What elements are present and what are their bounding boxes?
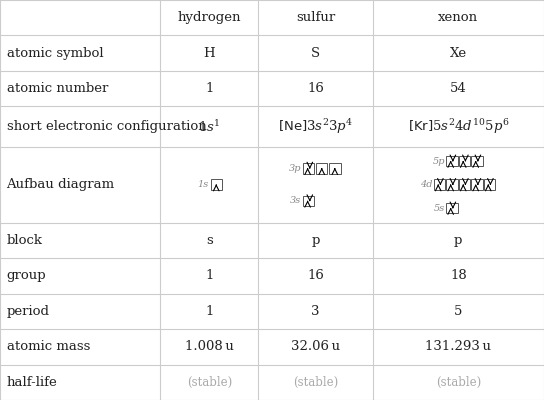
Text: p: p <box>454 234 462 247</box>
Text: 1.008 u: 1.008 u <box>185 340 234 353</box>
Bar <box>484 180 495 190</box>
Text: sulfur: sulfur <box>296 11 335 24</box>
Bar <box>459 156 470 166</box>
Text: 32.06 u: 32.06 u <box>291 340 340 353</box>
Text: group: group <box>7 269 46 282</box>
Text: 1: 1 <box>205 82 214 95</box>
Text: 1: 1 <box>205 305 214 318</box>
Text: 1: 1 <box>205 269 214 282</box>
Text: atomic number: atomic number <box>7 82 108 95</box>
Text: (stable): (stable) <box>187 376 232 389</box>
Text: H: H <box>203 47 215 60</box>
Text: 3: 3 <box>311 305 320 318</box>
Bar <box>329 163 341 174</box>
Text: half-life: half-life <box>7 376 57 389</box>
Text: 3p: 3p <box>289 164 301 173</box>
Bar <box>434 180 445 190</box>
Text: 1s: 1s <box>197 180 209 189</box>
Text: p: p <box>311 234 320 247</box>
Text: short electronic configuration: short electronic configuration <box>7 120 206 133</box>
Text: Aufbau diagram: Aufbau diagram <box>7 178 115 191</box>
Text: $\mathregular{[Kr]}5s^{2}4d^{10}5p^{6}$: $\mathregular{[Kr]}5s^{2}4d^{10}5p^{6}$ <box>407 117 509 136</box>
Text: 131.293 u: 131.293 u <box>425 340 491 353</box>
Text: s: s <box>206 234 213 247</box>
Text: block: block <box>7 234 42 247</box>
Text: xenon: xenon <box>438 11 478 24</box>
Bar <box>471 180 483 190</box>
Bar <box>211 180 222 190</box>
Text: $1s^{1}$: $1s^{1}$ <box>198 119 221 134</box>
Text: 5p: 5p <box>432 157 445 166</box>
Text: 18: 18 <box>450 269 467 282</box>
Text: hydrogen: hydrogen <box>178 11 241 24</box>
Text: period: period <box>7 305 50 318</box>
Text: 3s: 3s <box>290 196 301 206</box>
Bar <box>446 180 458 190</box>
Text: 16: 16 <box>307 269 324 282</box>
Text: $\mathregular{[Ne]}3s^{2}3p^{4}$: $\mathregular{[Ne]}3s^{2}3p^{4}$ <box>278 117 353 136</box>
Bar <box>459 180 470 190</box>
Text: 5: 5 <box>454 305 462 318</box>
Bar <box>471 156 483 166</box>
Bar <box>446 156 458 166</box>
Bar <box>303 163 314 174</box>
Text: atomic mass: atomic mass <box>7 340 90 353</box>
Text: (stable): (stable) <box>436 376 481 389</box>
Text: Xe: Xe <box>450 47 467 60</box>
Text: 16: 16 <box>307 82 324 95</box>
Text: atomic symbol: atomic symbol <box>7 47 103 60</box>
Bar <box>316 163 327 174</box>
Bar <box>303 196 314 206</box>
Bar <box>446 203 458 213</box>
Text: 4d: 4d <box>420 180 432 189</box>
Text: 54: 54 <box>450 82 467 95</box>
Text: 5s: 5s <box>434 204 445 213</box>
Text: (stable): (stable) <box>293 376 338 389</box>
Text: S: S <box>311 47 320 60</box>
